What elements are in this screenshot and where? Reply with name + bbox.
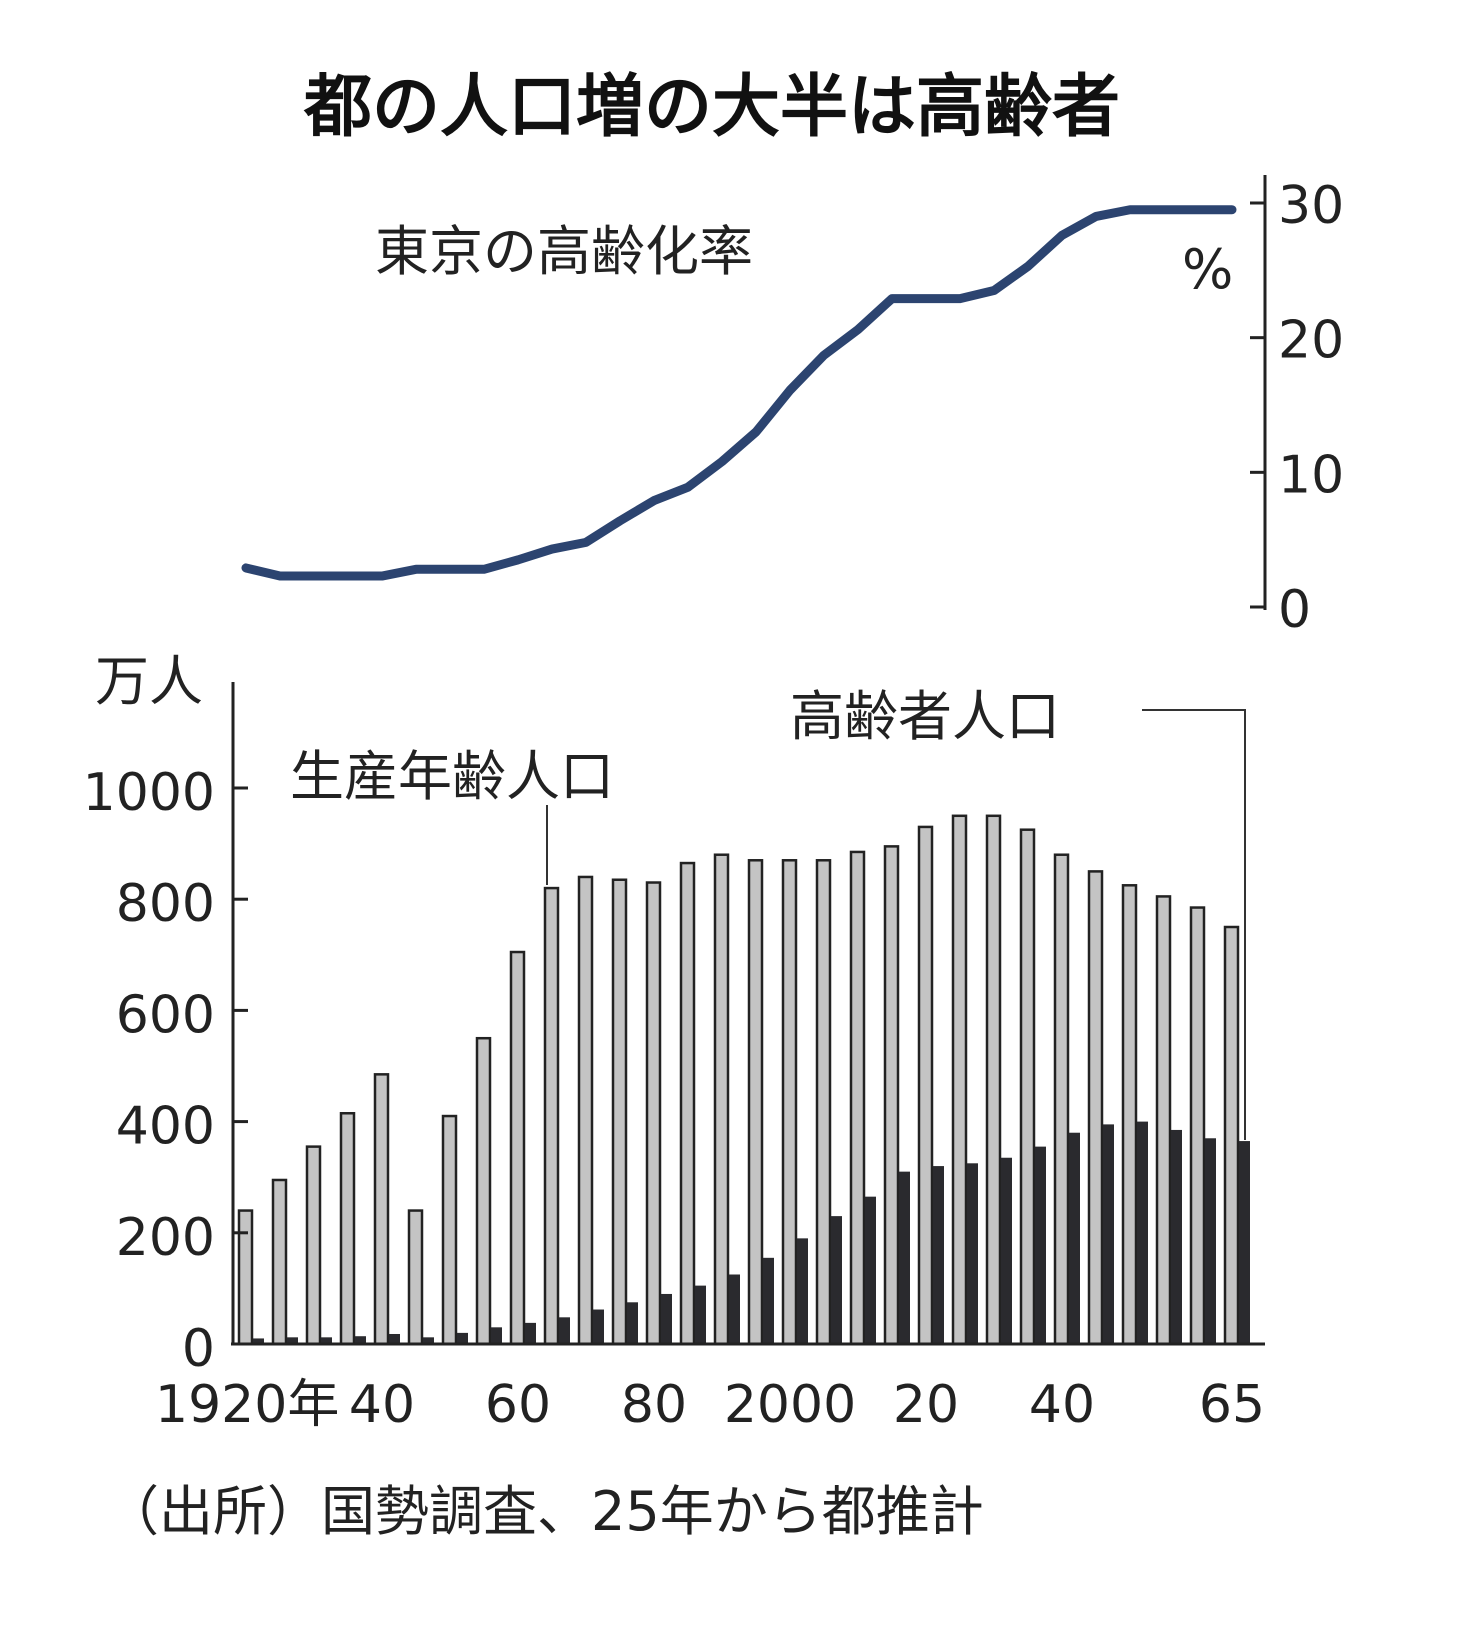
bar-elderly-1945 <box>423 1337 434 1344</box>
bar-elderly-2040 <box>1069 1132 1080 1344</box>
bar-elderly-1970 <box>593 1309 604 1344</box>
bar-elderly-2000 <box>797 1238 808 1344</box>
bar-elderly-1960 <box>525 1322 536 1344</box>
bar-working-age-2030 <box>985 814 1002 1346</box>
x-tick-label: 2000 <box>724 1375 856 1435</box>
bar-working-age-2055 <box>1155 895 1172 1346</box>
bar-working-age-2060 <box>1189 906 1206 1346</box>
percent-unit: % <box>1182 238 1233 301</box>
line-label: 東京の高齢化率 <box>375 220 753 283</box>
bar-elderly-2035 <box>1035 1146 1046 1344</box>
line-y-tick-label: 20 <box>1278 311 1344 371</box>
bar-elderly-2015 <box>899 1171 910 1344</box>
bar-y-tick-label: 800 <box>116 874 215 934</box>
bar-elderly-2060 <box>1205 1138 1216 1344</box>
bar-elderly-2045 <box>1103 1124 1114 1344</box>
x-tick-label: 1920年 <box>155 1375 339 1435</box>
bar-elderly-2050 <box>1137 1121 1148 1344</box>
bar-working-age-1965 <box>543 886 560 1346</box>
bar-working-age-1930 <box>305 1145 322 1346</box>
bar-working-age-2025 <box>951 814 968 1346</box>
bar-working-age-2035 <box>1019 828 1036 1346</box>
bar-elderly-1920 <box>253 1338 264 1344</box>
bar-working-age-1980 <box>645 881 662 1346</box>
leader-line-elderly <box>1142 709 1246 1140</box>
bar-elderly-2055 <box>1171 1129 1182 1344</box>
aging-rate-line <box>241 205 1237 581</box>
bar-elderly-2005 <box>831 1216 842 1344</box>
bar-working-age-2040 <box>1053 853 1070 1346</box>
bar-working-age-1950 <box>441 1114 458 1346</box>
line-y-tick-label: 0 <box>1278 580 1311 640</box>
bar-working-age-1945 <box>407 1209 424 1346</box>
bar-elderly-1990 <box>729 1274 740 1344</box>
bar-y-tick-label: 600 <box>116 985 215 1045</box>
bar-working-age-1925 <box>271 1178 288 1346</box>
bar-working-age-1995 <box>747 859 764 1346</box>
x-tick-label: 40 <box>349 1375 415 1435</box>
bar-working-age-1920 <box>237 1209 254 1346</box>
series-label-elderly: 高齢者人口 <box>790 685 1060 748</box>
y-unit-label: 万人 <box>95 650 203 713</box>
bar-working-age-1955 <box>475 1036 492 1346</box>
bar-working-age-1990 <box>713 853 730 1346</box>
bar-working-age-2000 <box>781 859 798 1346</box>
bar-y-tick-label: 0 <box>182 1319 215 1379</box>
x-tick-label: 80 <box>621 1375 687 1435</box>
bar-y-tick-label: 200 <box>116 1208 215 1268</box>
bar-elderly-1995 <box>763 1257 774 1344</box>
bar-working-age-2015 <box>883 845 900 1346</box>
bar-elderly-2065 <box>1239 1141 1250 1344</box>
bar-working-age-2005 <box>815 859 832 1346</box>
line-y-tick-label: 30 <box>1278 176 1344 236</box>
bar-elderly-2025 <box>967 1163 978 1344</box>
bar-working-age-2065 <box>1223 925 1240 1346</box>
bar-elderly-1930 <box>321 1337 332 1344</box>
x-tick-label: 60 <box>485 1375 551 1435</box>
bar-elderly-1955 <box>491 1327 502 1344</box>
bar-elderly-2030 <box>1001 1157 1012 1344</box>
bar-y-tick-label: 1000 <box>83 763 215 823</box>
bar-elderly-1975 <box>627 1302 638 1344</box>
bar-elderly-1985 <box>695 1285 706 1344</box>
bar-elderly-1980 <box>661 1293 672 1344</box>
bar-working-age-1970 <box>577 875 594 1346</box>
bar-working-age-1935 <box>339 1112 356 1346</box>
bar-working-age-2010 <box>849 850 866 1346</box>
bar-working-age-1940 <box>373 1073 390 1346</box>
line-y-tick-label: 10 <box>1278 445 1344 505</box>
bar-working-age-2020 <box>917 825 934 1346</box>
bar-y-tick-label: 400 <box>116 1097 215 1157</box>
bar-working-age-2050 <box>1121 884 1138 1346</box>
bar-elderly-1925 <box>287 1337 298 1344</box>
bar-elderly-1950 <box>457 1332 468 1344</box>
bar-elderly-2020 <box>933 1166 944 1344</box>
bar-working-age-1975 <box>611 878 628 1346</box>
bar-elderly-1935 <box>355 1336 366 1344</box>
bar-working-age-2045 <box>1087 870 1104 1346</box>
x-tick-label: 65 <box>1199 1375 1265 1435</box>
bar-elderly-1940 <box>389 1333 400 1344</box>
bar-working-age-1960 <box>509 950 526 1346</box>
chart-title: 都の人口増の大半は高齢者 <box>303 68 1120 147</box>
series-label-working-age: 生産年齢人口 <box>290 745 614 808</box>
bar-working-age-1985 <box>679 861 696 1346</box>
x-tick-label: 40 <box>1029 1375 1095 1435</box>
bar-elderly-2010 <box>865 1196 876 1344</box>
x-tick-label: 20 <box>893 1375 959 1435</box>
bar-elderly-1965 <box>559 1317 570 1344</box>
source-note: （出所）国勢調査、25年から都推計 <box>105 1480 984 1543</box>
